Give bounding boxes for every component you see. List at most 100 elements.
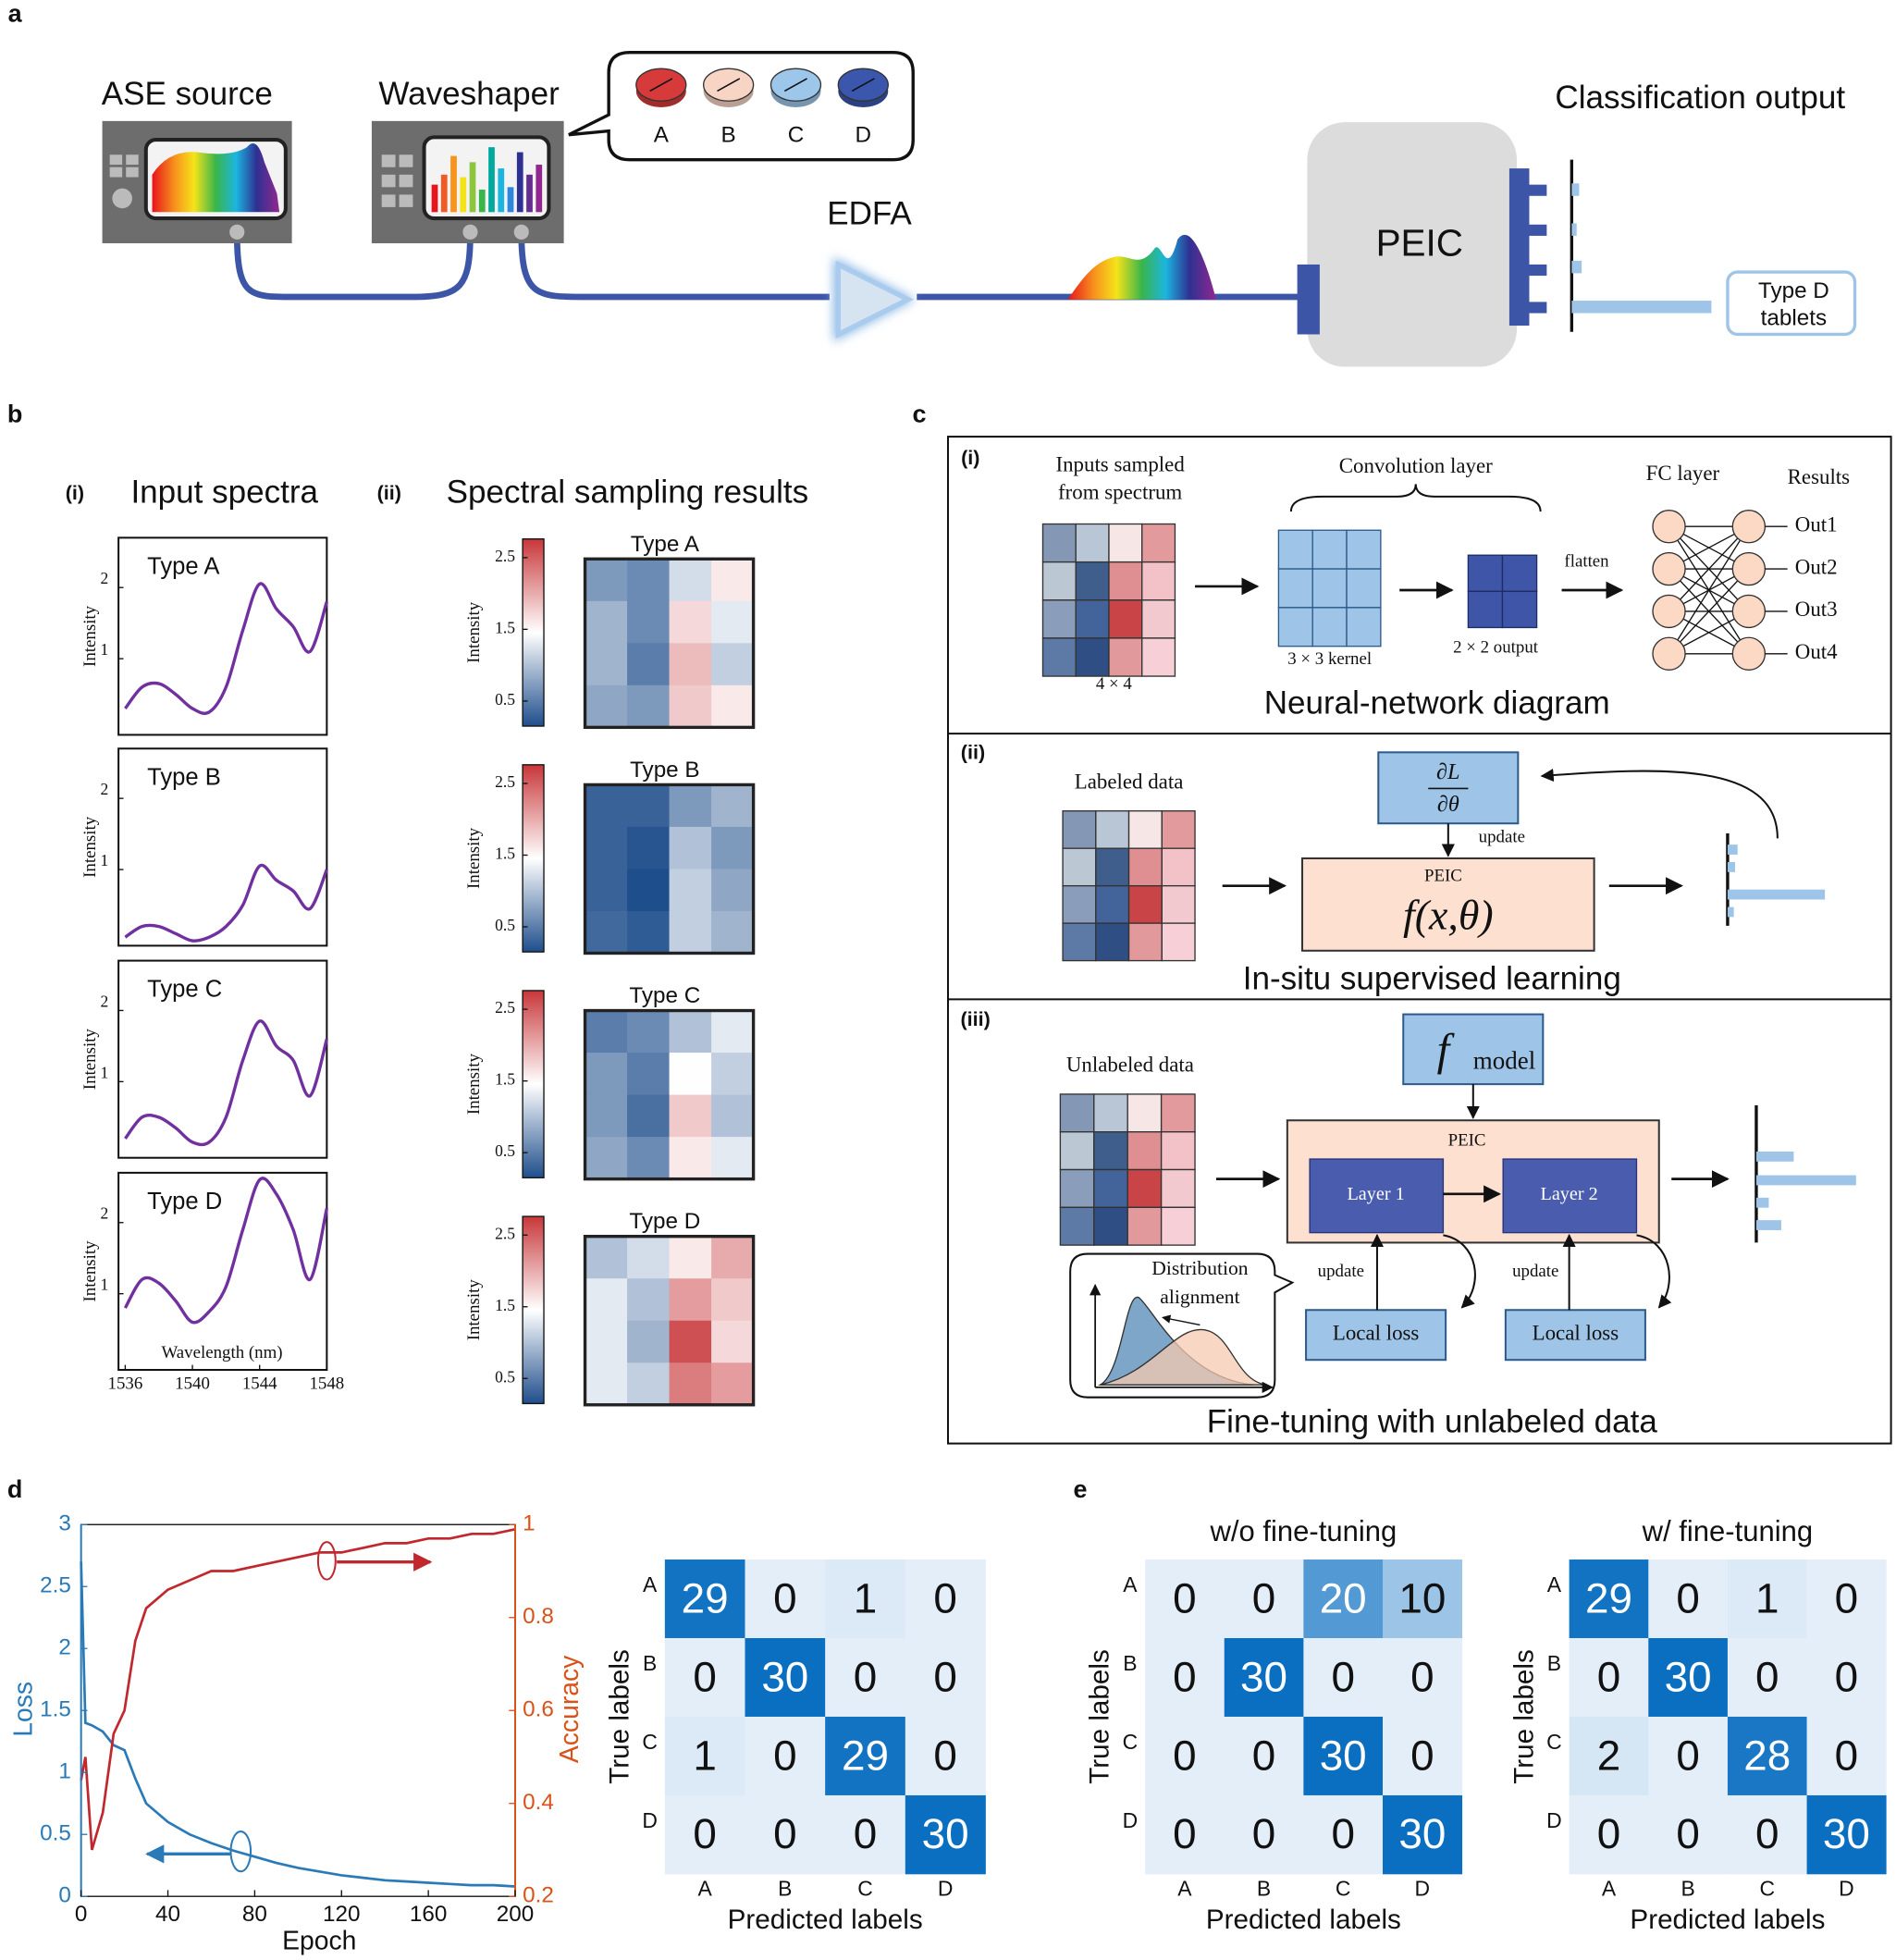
colorbar-tick-label: 0.5 [495, 1367, 515, 1386]
cell-value: 0 [1331, 1652, 1354, 1700]
input-grid-cell [1127, 1131, 1163, 1171]
input-grid-cell [1127, 1093, 1163, 1133]
kernel-cell [1346, 607, 1382, 647]
node [1731, 636, 1767, 671]
colorbar-label: Intensity [464, 601, 484, 663]
heatmap-cell [669, 1010, 712, 1054]
matrix-cell [664, 1716, 745, 1796]
input-grid-cell [1062, 810, 1097, 849]
diagram-text: Out4 [1795, 640, 1838, 663]
loop-arrow [1636, 1234, 1672, 1309]
output-bar [1571, 183, 1580, 196]
row-label: C [1546, 1730, 1562, 1754]
matrix-cell [1569, 1559, 1649, 1639]
y-tick-label: 2 [101, 992, 109, 1010]
diagram-text: update [1512, 1262, 1558, 1281]
input-coupler [1297, 264, 1320, 335]
colorbar-tick-label: 2.5 [495, 998, 515, 1017]
cell-value: 0 [1597, 1809, 1620, 1857]
diagram-text: Convolution layer [1339, 454, 1493, 477]
output-bar [1755, 1151, 1794, 1162]
output-cell [1501, 590, 1538, 629]
input-grid-cell [1160, 1131, 1196, 1171]
output-cell [1467, 554, 1504, 593]
heatmap-cell [585, 1094, 628, 1138]
matrix-cell [825, 1638, 906, 1718]
input-grid-cell [1093, 1093, 1128, 1133]
fiber [233, 231, 474, 301]
input-grid-cell [1075, 523, 1110, 563]
column-label: D [938, 1877, 954, 1901]
cell-value: 0 [1252, 1573, 1275, 1621]
colorbar-label: Intensity [464, 1279, 484, 1341]
output-bar [1571, 223, 1577, 236]
matrix-cell [905, 1638, 986, 1718]
plot-title: Type A [147, 553, 220, 579]
node [1652, 636, 1686, 671]
heatmap-cell [627, 1053, 670, 1095]
heatmap-cell [669, 826, 712, 869]
input-grid-cell [1041, 523, 1077, 563]
y-tick-label: 1 [101, 1276, 109, 1294]
spectral-bar [469, 162, 476, 213]
heatmap-cell [669, 1236, 712, 1279]
plot-frame [117, 1171, 328, 1372]
input-grid-cell [1108, 523, 1143, 563]
training-curve [80, 1527, 516, 1851]
spectral-bar [526, 174, 533, 213]
heatmap-cell [669, 559, 712, 602]
cell-value: 0 [1835, 1731, 1858, 1779]
diagram-text: model [1473, 1046, 1535, 1074]
cell-value: 0 [1835, 1573, 1858, 1621]
diagram-text: Local loss [1333, 1322, 1420, 1345]
kernel-cell [1311, 568, 1348, 609]
matrix-cell [1224, 1638, 1304, 1718]
kernel-cell [1346, 568, 1382, 609]
knob [112, 188, 132, 209]
matrix-cell [1806, 1794, 1887, 1875]
diagram-text: update [1318, 1262, 1364, 1281]
input-grid-cell [1095, 810, 1130, 849]
row-label: C [1123, 1730, 1139, 1754]
cell-value: 30 [1665, 1652, 1712, 1700]
sub-label: (iii) [960, 1007, 990, 1030]
heatmap-cell [669, 1137, 712, 1180]
input-grid-cell [1062, 884, 1097, 924]
matrix-cell [1806, 1559, 1887, 1639]
matrix-cell [1145, 1794, 1225, 1875]
colorbar-tick-label: 1.5 [495, 1070, 515, 1089]
column-label: B [1681, 1877, 1694, 1901]
annotation [229, 1831, 252, 1873]
heatmap-cell [669, 910, 712, 954]
matrix-cell [1727, 1716, 1807, 1796]
heatmap-cell [585, 559, 628, 602]
section-title: Spectral sampling results [447, 474, 809, 510]
spectrum [1067, 234, 1216, 300]
chip-box [1301, 857, 1595, 952]
output-cell [1501, 554, 1538, 593]
port [513, 224, 529, 240]
cell-value: 0 [1597, 1652, 1620, 1700]
spectral-bar [507, 187, 514, 213]
y-tick-label: 1 [101, 640, 109, 659]
panel-letter: e [1073, 1475, 1087, 1503]
heatmap-cell [711, 869, 755, 912]
matrix-cell [825, 1794, 906, 1875]
y-tick-label: 2 [58, 1635, 70, 1660]
input-grid-cell [1108, 599, 1143, 639]
colorbar [522, 538, 545, 727]
diagram-text: 2 × 2 output [1453, 638, 1539, 658]
tablet-label: B [721, 122, 736, 147]
button [399, 194, 413, 207]
input-grid-cell [1062, 922, 1097, 962]
panel-letter: c [912, 400, 926, 427]
colorbar-tick-label: 0.5 [495, 690, 515, 709]
plot-title: Type D [147, 1189, 222, 1214]
heatmap-frame [583, 557, 756, 730]
x-tick-label: 1548 [309, 1374, 344, 1394]
input-grid-cell [1095, 847, 1130, 887]
row-label: A [1547, 1572, 1562, 1596]
heatmap-cell [627, 1362, 670, 1406]
cell-value: 30 [1320, 1731, 1367, 1779]
